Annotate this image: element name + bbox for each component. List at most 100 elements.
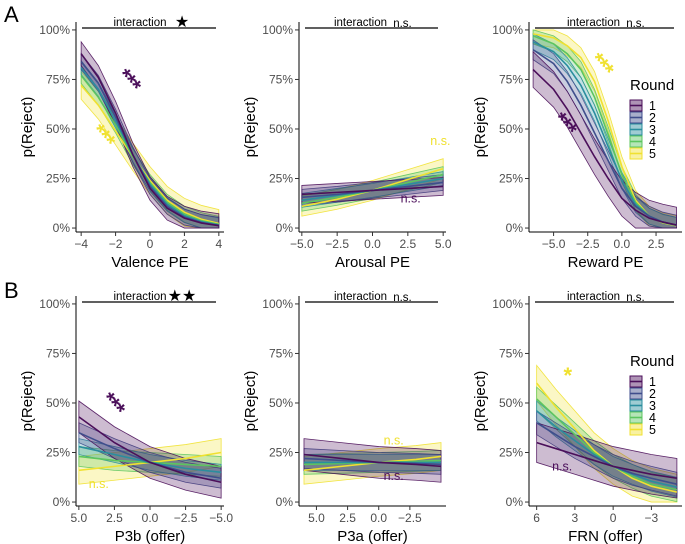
x-tick-label: 0.0 — [370, 511, 387, 525]
panel-6: interaction n.s. 0% 25% 50% 75% 100% 6 3 0 −3 p(Rej… — [472, 291, 682, 544]
legend-label-2: 2 — [649, 111, 656, 125]
legend-label-4: 4 — [649, 411, 656, 425]
y-tick-label: 50% — [269, 396, 293, 410]
x-tick-label: 2.5 — [399, 237, 416, 251]
y-axis-title: p(Reject) — [472, 371, 489, 432]
y-tick-label: 25% — [499, 446, 523, 460]
significance-ns: n.s. — [430, 134, 450, 148]
x-axis-title: P3b (offer) — [115, 528, 186, 544]
line-round-1 — [78, 416, 222, 484]
line-round-3 — [536, 410, 678, 488]
y-tick-label: 0% — [276, 495, 294, 509]
line-round-4 — [536, 398, 678, 491]
x-tick-label: 0.0 — [614, 237, 631, 251]
y-tick-label: 100% — [492, 297, 523, 311]
line-round-5 — [80, 84, 220, 225]
significance-ns: n.s. — [384, 469, 404, 483]
y-tick-label: 75% — [46, 72, 70, 86]
x-tick-label: 6 — [533, 511, 540, 525]
y-tick-label: 25% — [46, 446, 70, 460]
line-round-3 — [80, 67, 219, 226]
legend-label-2: 2 — [649, 387, 656, 401]
x-tick-label: −2.5 — [398, 511, 422, 525]
significance-ns: n.s. — [552, 459, 572, 473]
panel-5: interaction n.s. 0% 25% 50% 75% 100% 5.0 2.5 0.0−… — [242, 291, 446, 544]
interaction-label: interaction — [567, 291, 620, 303]
line-round-1 — [80, 53, 219, 227]
y-axis-title: p(Reject) — [19, 97, 36, 158]
y-tick-label: 50% — [499, 122, 523, 136]
x-tick-label: −2 — [109, 237, 123, 251]
legend-label-5: 5 — [649, 423, 656, 437]
x-tick-label: 4 — [215, 237, 222, 251]
x-tick-label: 5.0 — [71, 511, 88, 525]
interaction-label: interaction — [113, 291, 166, 303]
y-tick-label: 100% — [492, 23, 523, 37]
x-axis-title: P3a (offer) — [337, 528, 408, 544]
y-axis-title: p(Reject) — [472, 97, 489, 158]
line-round-1 — [536, 441, 678, 480]
x-tick-label: 3 — [572, 511, 579, 525]
interaction-label: interaction — [567, 17, 620, 29]
line-round-4 — [80, 74, 220, 226]
interaction-significance: n.s. — [626, 292, 645, 304]
x-tick-label: 0 — [610, 511, 617, 525]
legend-label-5: 5 — [649, 147, 656, 161]
y-tick-label: 75% — [499, 346, 523, 360]
x-tick-label: −5.0 — [542, 237, 566, 251]
interaction-significance: n.s. — [393, 18, 412, 30]
interaction-label: interaction — [113, 17, 166, 29]
line-round-1 — [303, 453, 442, 468]
legend-label-4: 4 — [649, 135, 656, 149]
line-round-2 — [532, 49, 677, 226]
x-tick-label: 5.0 — [435, 237, 452, 251]
y-tick-label: 25% — [269, 446, 293, 460]
x-tick-label: 5.0 — [308, 511, 325, 525]
line-round-1 — [532, 68, 677, 226]
line-round-1 — [301, 185, 444, 196]
y-tick-label: 0% — [53, 495, 71, 509]
x-tick-label: 0.0 — [142, 511, 159, 525]
x-tick-label: −2.5 — [576, 237, 600, 251]
x-axis-title: FRN (offer) — [568, 528, 643, 544]
y-tick-label: 25% — [46, 172, 70, 186]
y-tick-label: 0% — [53, 221, 71, 235]
x-axis-title: Arousal PE — [335, 254, 410, 271]
significance-ns: n.s. — [89, 477, 109, 491]
y-tick-label: 100% — [262, 297, 293, 311]
y-tick-label: 100% — [39, 23, 70, 37]
legend-title: Round — [630, 77, 674, 94]
x-tick-label: −4 — [74, 237, 88, 251]
y-tick-label: 50% — [46, 122, 70, 136]
x-tick-label: −2.5 — [325, 237, 349, 251]
y-tick-label: 50% — [269, 122, 293, 136]
interaction-label: interaction — [334, 17, 387, 29]
panel-letter: A — [4, 2, 19, 27]
legend-label-3: 3 — [649, 399, 656, 413]
x-axis-title: Reward PE — [568, 254, 644, 271]
x-tick-label: 2.5 — [339, 511, 356, 525]
legend-label-3: 3 — [649, 123, 656, 137]
significance-ns: n.s. — [384, 434, 404, 448]
y-tick-label: 0% — [276, 221, 294, 235]
y-tick-label: 0% — [506, 221, 524, 235]
panel-3: interaction n.s. 0% 25% 50% 75% 100% −5.0 −2.5 0.… — [472, 17, 682, 271]
y-tick-label: 75% — [269, 346, 293, 360]
x-tick-label: −3 — [645, 511, 659, 525]
y-tick-label: 75% — [269, 72, 293, 86]
y-tick-label: 50% — [46, 396, 70, 410]
y-tick-label: 0% — [506, 495, 524, 509]
interaction-significance: n.s. — [393, 292, 412, 304]
y-tick-label: 100% — [39, 297, 70, 311]
x-tick-label: −2.5 — [174, 511, 198, 525]
x-tick-label: −5.0 — [290, 237, 314, 251]
y-tick-label: 25% — [499, 172, 523, 186]
interaction-significance: n.s. — [626, 18, 645, 30]
legend-label-1: 1 — [649, 375, 656, 389]
line-round-5 — [536, 382, 678, 493]
interaction-significance: ★ — [175, 12, 189, 31]
y-tick-label: 75% — [46, 346, 70, 360]
